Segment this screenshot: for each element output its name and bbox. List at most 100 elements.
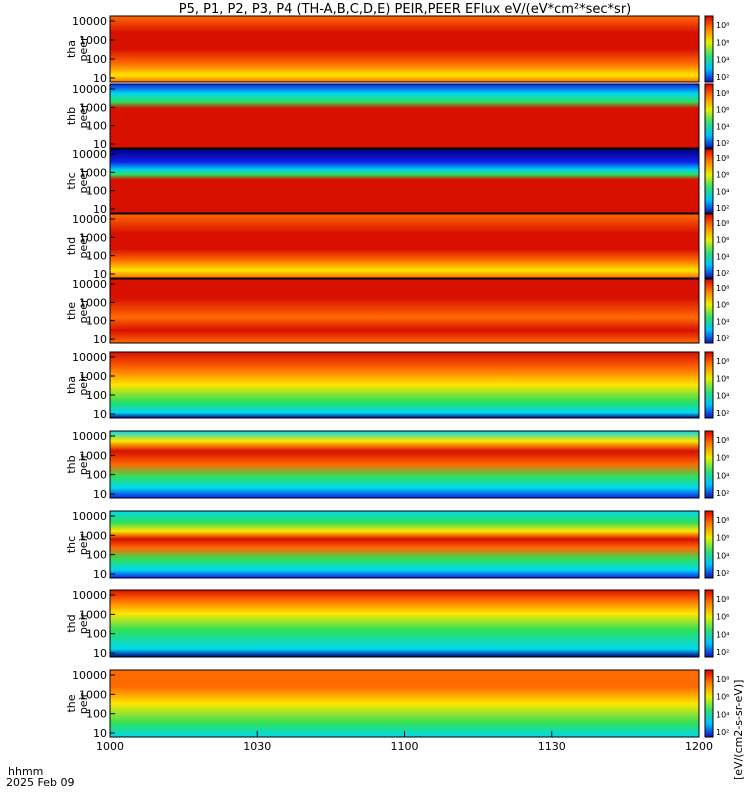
y-tick-label: 100: [86, 250, 107, 263]
y-tick-label: 1000: [79, 608, 107, 621]
y-tick-label: 10: [93, 268, 107, 281]
y-tick-label: 10: [93, 727, 107, 740]
colorbar-tick-label: 10²: [716, 334, 729, 343]
y-tick-label: 10: [93, 138, 107, 151]
y-tick-label: 10000: [72, 669, 107, 682]
colorbar-tick-label: 10⁸: [716, 219, 729, 228]
colorbar-tick-label: 10⁴: [716, 317, 729, 326]
y-tick-label: 10000: [72, 351, 107, 364]
spectrogram-thd-peir: [110, 590, 699, 657]
panel-instrument-label: peir: [77, 612, 90, 634]
colorbar-tha-peer: [704, 15, 714, 83]
colorbar-tick-label: 10⁴: [716, 471, 729, 480]
colorbar-tick-label: 10⁸: [716, 21, 729, 30]
y-tick-label: 10000: [72, 15, 107, 28]
colorbar-tick-label: 10²: [716, 648, 729, 657]
colorbar-tick-label: 10⁸: [716, 357, 729, 366]
x-tick-label: 1000: [96, 740, 124, 753]
colorbar-tick-label: 10⁴: [716, 122, 729, 131]
colorbar-thb-peir: [704, 430, 714, 499]
colorbar-thd-peer: [704, 213, 714, 279]
y-tick-label: 10: [93, 568, 107, 581]
y-tick-label: 10000: [72, 83, 107, 96]
colorbar-tick-label: 10²: [716, 204, 729, 213]
colorbar-tick-label: 10⁴: [716, 252, 729, 261]
panel-gap: [110, 658, 699, 663]
panel-the-peer: 10000 1000 100 10 the peer 10⁸ 10⁶ 10⁴ 10²: [65, 278, 729, 348]
spectrogram-tha-peir: [110, 352, 699, 418]
panel-tha-peer: 10000 1000 100 10 tha peer 10⁸ 10⁶ 10⁴ 10²: [65, 15, 729, 85]
colorbar-tick-label: 10²: [716, 489, 729, 498]
panel-thc-peir: 10000 1000 100 10 thc peir 10⁸ 10⁶ 10⁴ 10²: [65, 510, 729, 584]
panel-gap: [110, 344, 699, 348]
panel-frame: [109, 589, 700, 658]
colorbar-tick-label: 10⁶: [716, 236, 729, 245]
panel-probe-label: thb: [65, 455, 78, 473]
colorbar-tick-label: 10⁸: [716, 675, 729, 684]
y-tick-label: 10: [93, 203, 107, 216]
panel-probe-label: thd: [65, 237, 78, 255]
y-tick-label: 1000: [79, 529, 107, 542]
panel-instrument-label: peir: [77, 374, 90, 396]
y-tick-label: 10000: [72, 510, 107, 523]
panel-frame: [109, 83, 700, 149]
colorbar-tick-label: 10⁶: [716, 454, 729, 463]
y-tick-label: 10: [93, 408, 107, 421]
colorbar-tick-label: 10⁸: [716, 516, 729, 525]
panel-thb-peir: 10000 1000 100 10 thb peir 10⁸ 10⁶ 10⁴ 10²: [65, 430, 729, 504]
y-tick-label: 10000: [72, 148, 107, 161]
colorbar-tick-label: 10²: [716, 269, 729, 278]
panel-gap: [110, 579, 699, 584]
spectrogram-thd-peer: [110, 214, 699, 278]
colorbar-tick-label: 10⁶: [716, 374, 729, 383]
colorbar-tick-label: 10⁶: [716, 693, 729, 702]
y-tick-label: 1000: [79, 166, 107, 179]
colorbar-tick-label: 10⁸: [716, 436, 729, 445]
y-tick-label: 100: [86, 469, 107, 482]
colorbar-tick-label: 10⁴: [716, 392, 729, 401]
panel-the-peir: 10000 1000 100 10 the peir 10⁸ 10⁶ 10⁴ 10²: [65, 669, 729, 740]
time-axis: 1000 1030 1100 1130 1200: [96, 731, 713, 753]
panel-probe-label: tha: [65, 40, 78, 58]
panel-probe-label: thc: [65, 172, 78, 189]
y-tick-label: 100: [86, 315, 107, 328]
panel-instrument-label: peer: [77, 298, 90, 324]
panel-probe-label: the: [65, 302, 78, 320]
colorbar-tick-label: 10⁶: [716, 534, 729, 543]
colorbar-tick-label: 10⁴: [716, 710, 729, 719]
spectrogram-tha-peer: [110, 16, 699, 82]
y-tick-label: 1000: [79, 688, 107, 701]
colorbar-tick-label: 10²: [716, 409, 729, 418]
panel-probe-label: thc: [65, 536, 78, 553]
colorbar-tick-label: 10⁶: [716, 171, 729, 180]
panel-instrument-label: peir: [77, 453, 90, 475]
y-tick-label: 1000: [79, 34, 107, 47]
colorbar-tick-label: 10²: [716, 728, 729, 737]
panel-frame: [109, 510, 700, 579]
colorbar-tick-label: 10⁶: [716, 301, 729, 310]
figure-title: P5, P1, P2, P3, P4 (TH-A,B,C,D,E) PEIR,P…: [179, 2, 632, 17]
panel-thd-peir: 10000 1000 100 10 thd peir 10⁸ 10⁶ 10⁴ 10²: [65, 589, 729, 663]
x-tick-label: 1030: [243, 740, 271, 753]
panel-probe-label: thb: [65, 107, 78, 125]
panel-probe-label: tha: [65, 376, 78, 394]
x-tick-label: 1130: [538, 740, 566, 753]
y-tick-label: 10: [93, 488, 107, 501]
panel-instrument-label: peer: [77, 168, 90, 194]
y-tick-label: 1000: [79, 101, 107, 114]
y-tick-label: 100: [86, 53, 107, 66]
panel-frame: [109, 278, 700, 344]
colorbar-tick-label: 10⁴: [716, 551, 729, 560]
colorbar-thc-peer: [704, 148, 714, 214]
colorbar-tha-peir: [704, 351, 714, 419]
panel-instrument-label: peer: [77, 103, 90, 129]
y-tick-label: 1000: [79, 231, 107, 244]
panel-instrument-label: peir: [77, 692, 90, 714]
spectrogram-the-peir: [110, 670, 699, 737]
y-tick-label: 10000: [72, 430, 107, 443]
y-tick-label: 1000: [79, 296, 107, 309]
colorbar-tick-label: 10⁶: [716, 613, 729, 622]
y-tick-label: 10000: [72, 278, 107, 291]
